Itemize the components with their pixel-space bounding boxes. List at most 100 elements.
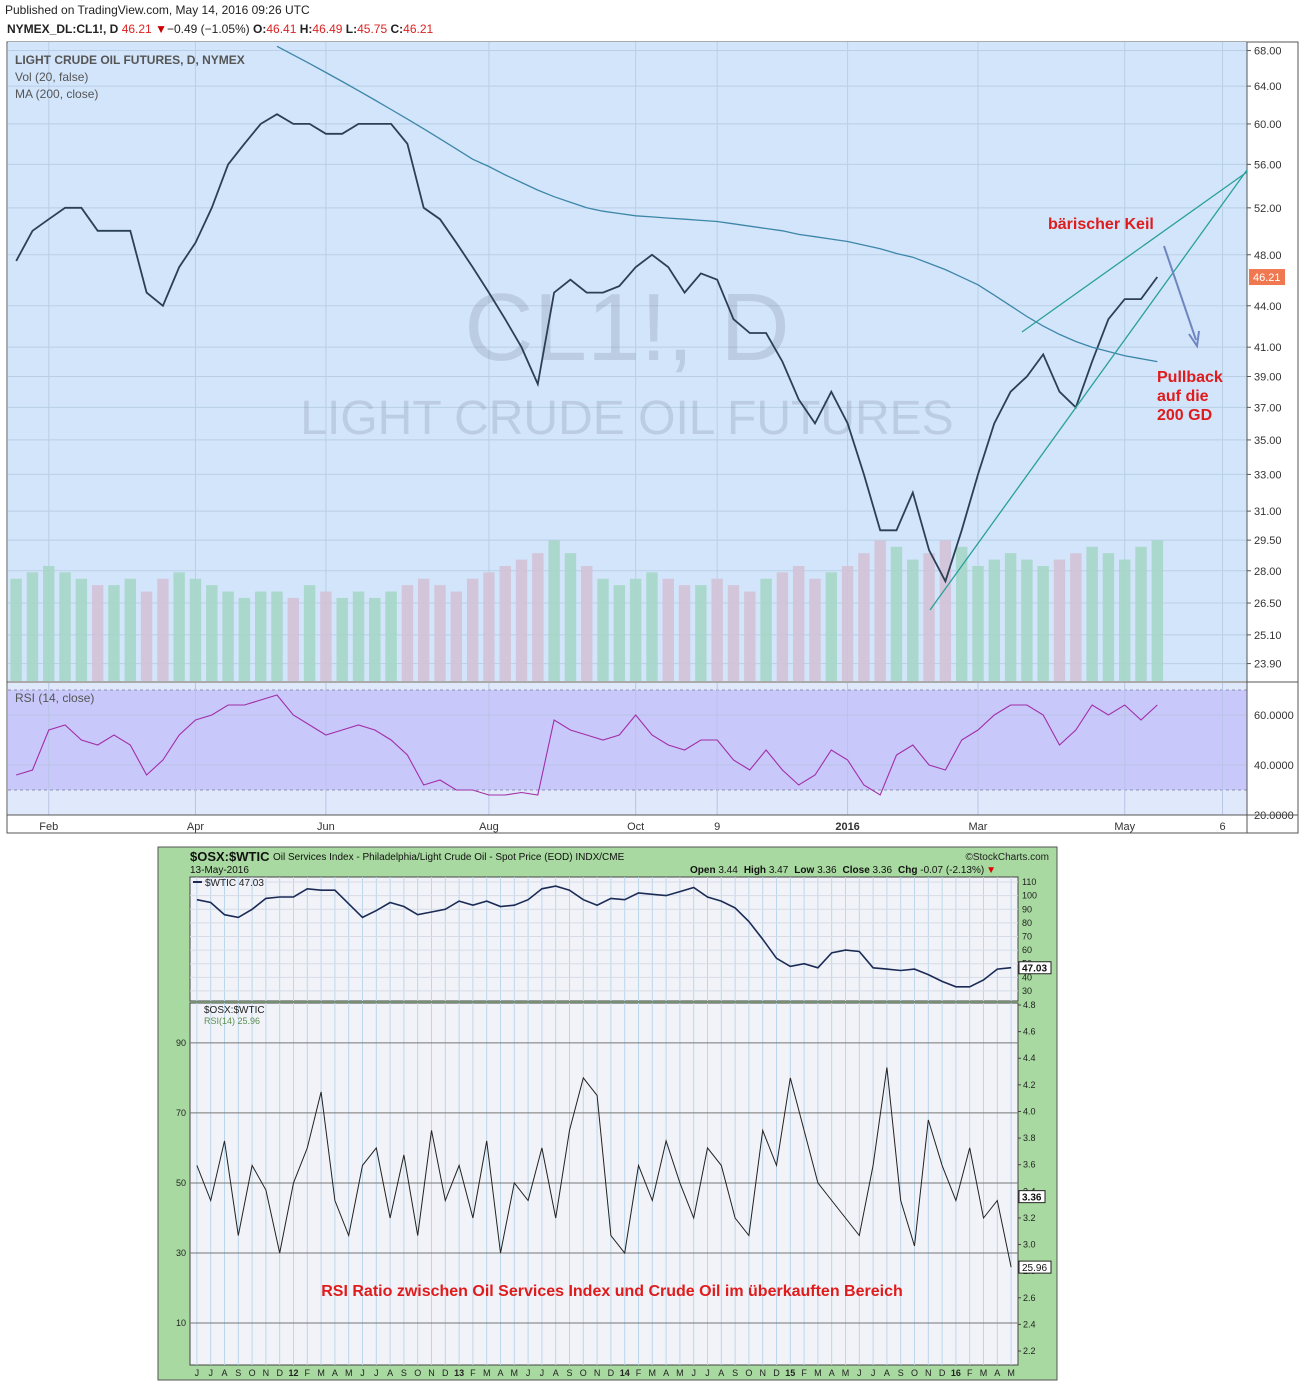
volume-bar	[124, 578, 136, 681]
close: 46.21	[403, 22, 433, 36]
volume-bar	[548, 540, 560, 681]
x-tick-label: S	[566, 1368, 572, 1378]
watermark: CL1!, D	[464, 274, 789, 381]
rsi-tick-label: 90	[176, 1038, 186, 1048]
volume-bar	[858, 553, 870, 681]
y-tick-label: 40	[1022, 972, 1032, 982]
volume-bar	[10, 578, 22, 681]
x-tick-label: M	[317, 1368, 325, 1378]
volume-bar	[678, 585, 691, 681]
rsi-tick-label: 20.0000	[1254, 810, 1294, 822]
volume-bar	[1102, 553, 1115, 681]
annotation: 200 GD	[1157, 407, 1212, 424]
x-tick-label: 13	[454, 1368, 464, 1378]
wedge-line	[1021, 171, 1248, 333]
x-tick-label: J	[360, 1368, 365, 1378]
volume-bar	[271, 591, 283, 681]
rsi-tick-label: 30	[176, 1248, 186, 1258]
volume-bar	[238, 597, 251, 681]
x-tick-label: M	[842, 1368, 850, 1378]
volume-bar	[695, 585, 707, 681]
sc-source: ©StockCharts.com	[965, 852, 1049, 863]
x-tick-label: M	[483, 1368, 491, 1378]
y-tick-label: 52.00	[1254, 203, 1282, 215]
volume-bar	[352, 591, 365, 681]
sc-date: 13-May-2016	[190, 865, 249, 876]
y-tick-label: 29.50	[1254, 535, 1282, 547]
y-tick-label: 90	[1022, 904, 1032, 914]
x-tick-label: A	[663, 1368, 669, 1378]
quote-label: Chg	[898, 865, 917, 876]
y-tick-label: 35.00	[1254, 435, 1282, 447]
volume-bar	[939, 540, 952, 681]
x-tick-label: Jun	[317, 821, 335, 833]
y-tick-label: 26.50	[1254, 598, 1282, 610]
y-tick-label: 30	[1022, 986, 1032, 996]
l-label: L:	[346, 22, 357, 36]
volume-bar	[75, 578, 88, 681]
x-tick-label: N	[428, 1368, 435, 1378]
last-price-label: 46.21	[1253, 272, 1281, 284]
annotation: auf die	[1157, 388, 1209, 405]
volume-bar	[499, 565, 511, 681]
y-tick-label: 28.00	[1254, 566, 1282, 578]
x-tick-label: M	[980, 1368, 988, 1378]
arrow-head	[1188, 330, 1200, 349]
legend-entry: RSI(14) 25.96	[204, 1016, 260, 1026]
x-tick-label: O	[249, 1368, 256, 1378]
x-tick-label: S	[235, 1368, 241, 1378]
x-tick-label: M	[814, 1368, 822, 1378]
quote-label: Close	[843, 865, 871, 876]
y-tick-label: 60.00	[1254, 119, 1282, 131]
x-tick-label: J	[540, 1368, 545, 1378]
rsi-name: RSI (14, close)	[15, 691, 94, 705]
volume-bar	[369, 597, 381, 681]
x-tick-label: 9	[714, 821, 720, 833]
volume-bar	[222, 591, 234, 681]
x-tick-label: J	[526, 1368, 531, 1378]
y2-tick-label: 4.2	[1023, 1080, 1036, 1090]
quote-value: 3.44	[718, 865, 738, 876]
volume-bar	[613, 585, 626, 681]
volume-bar	[923, 553, 935, 681]
volume-bar	[597, 578, 609, 681]
arrow	[1163, 245, 1197, 341]
legend-entry: $WTIC 47.03	[205, 878, 264, 889]
annotation: bärischer Keil	[1048, 216, 1154, 233]
ma-line	[276, 45, 1158, 363]
y-tick-label: 70	[1022, 931, 1032, 941]
x-tick-label: O	[414, 1368, 421, 1378]
volume-bar	[140, 591, 153, 681]
rsi-line	[196, 1067, 1012, 1268]
y2-tick-label: 2.2	[1023, 1346, 1036, 1356]
y-tick-label: 33.00	[1254, 469, 1282, 481]
y-tick-label: 25.10	[1254, 630, 1282, 642]
x-tick-label: M	[649, 1368, 657, 1378]
x-tick-label: D	[608, 1368, 615, 1378]
volume-bar	[727, 585, 740, 681]
volume-bar	[483, 572, 495, 681]
sc-subtitle: Oil Services Index - Philadelphia/Light …	[273, 852, 625, 863]
high: 46.49	[312, 22, 342, 36]
y-tick-label: 48.00	[1254, 250, 1282, 262]
volume-bar	[1086, 546, 1098, 681]
quote-value: 3.47	[769, 865, 789, 876]
x-tick-label: A	[387, 1368, 393, 1378]
rsi-tick-label: 40.0000	[1254, 760, 1294, 772]
x-tick-label: Oct	[627, 821, 644, 833]
x-tick-label: M	[511, 1368, 519, 1378]
x-tick-label: J	[691, 1368, 696, 1378]
x-tick-label: A	[497, 1368, 503, 1378]
x-tick-label: O	[911, 1368, 918, 1378]
change: −0.49 (−1.05%)	[167, 22, 250, 36]
x-tick-label: D	[773, 1368, 780, 1378]
legend-entry: Vol (20, false)	[15, 70, 88, 84]
y-tick-label: 31.00	[1254, 506, 1282, 518]
low: 45.75	[357, 22, 387, 36]
x-tick-label: F	[470, 1368, 476, 1378]
legend-value: 25.96	[238, 1016, 261, 1026]
volume-bar	[972, 565, 984, 681]
sc-quote: Open 3.44 High 3.47 Low 3.36 Close 3.36 Chg …	[690, 865, 996, 876]
x-tick-label: A	[994, 1368, 1000, 1378]
